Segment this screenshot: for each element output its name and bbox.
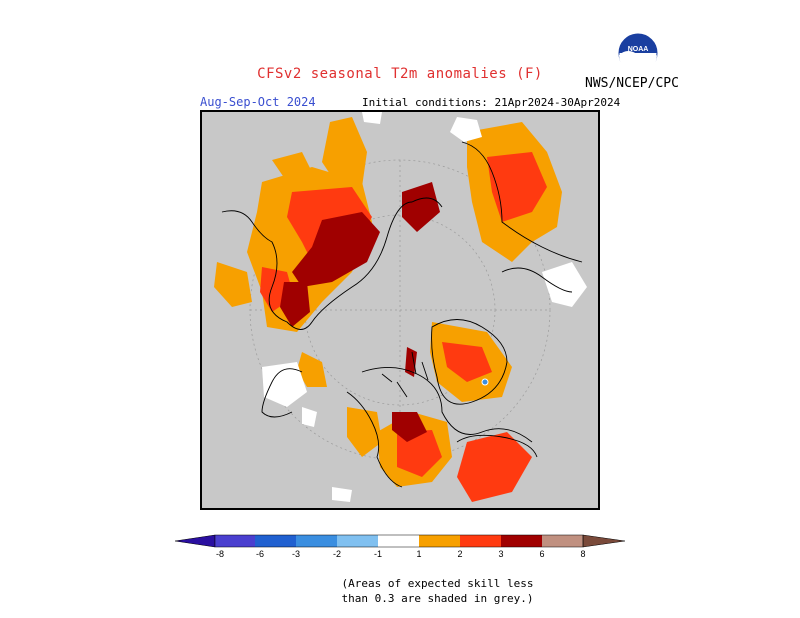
colorbar-outline (214, 534, 584, 548)
colorbar-svg: -8 -6 -3 -2 -1 1 2 3 6 8 (174, 534, 626, 559)
anomaly-white-regions (262, 112, 587, 502)
colorbar-tick: -3 (292, 549, 300, 559)
colorbar-bin (296, 535, 337, 547)
logo-text: NOAA (628, 46, 649, 53)
colorbar-bin (337, 535, 378, 547)
colorbar-tick: -2 (333, 549, 341, 559)
colorbar-bin (501, 535, 542, 547)
colorbar-bin (460, 535, 501, 547)
location-marker (481, 378, 489, 386)
skill-note-line2: than 0.3 are shaded in grey.) (341, 592, 534, 605)
map-svg (214, 112, 587, 502)
colorbar-bin (419, 535, 460, 547)
colorbar-arrow-low (174, 534, 216, 548)
polar-anomaly-map (200, 110, 600, 510)
colorbar-bin (378, 535, 419, 547)
colorbar-tick: -6 (256, 549, 264, 559)
colorbar-bin (542, 535, 583, 547)
skill-note: (Areas of expected skill less than 0.3 a… (0, 576, 800, 606)
colorbar-bin (255, 535, 296, 547)
noaa-logo: NOAA (618, 33, 658, 74)
anomaly-darkred-regions (280, 182, 440, 442)
initial-conditions-label: Initial conditions: 21Apr2024-30Apr2024 (362, 96, 621, 109)
agency-label: NWS/NCEP/CPC (585, 76, 679, 91)
coastlines (221, 141, 583, 488)
page-title: CFSv2 seasonal T2m anomalies (F) (257, 66, 543, 82)
colorbar-tick: 3 (498, 549, 503, 559)
colorbar-tick: 8 (580, 549, 585, 559)
colorbar-tick: -1 (374, 549, 382, 559)
colorbar-bin (215, 535, 255, 547)
colorbar-tick: -8 (216, 549, 224, 559)
colorbar-tick: 6 (539, 549, 544, 559)
colorbar: -8 -6 -3 -2 -1 1 2 3 6 8 (170, 530, 630, 560)
graticule (249, 159, 551, 461)
colorbar-tick: 1 (416, 549, 421, 559)
skill-note-line1: (Areas of expected skill less (341, 577, 534, 590)
colorbar-arrow-high (582, 534, 626, 548)
colorbar-tick: 2 (457, 549, 462, 559)
season-label: Aug-Sep-Oct 2024 (200, 95, 316, 109)
